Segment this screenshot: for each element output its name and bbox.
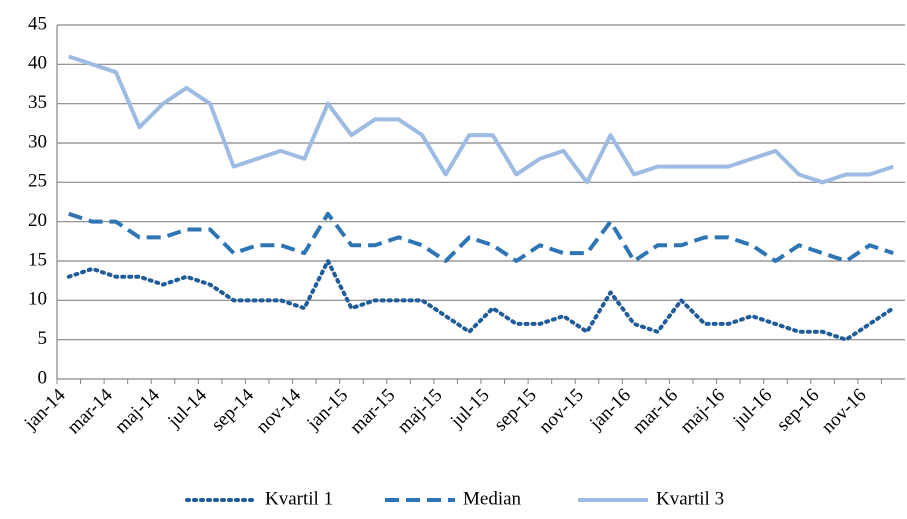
x-tick-label: jul-15 xyxy=(446,385,494,433)
x-tick-label: nov-15 xyxy=(535,385,588,438)
y-tick-label: 30 xyxy=(28,131,47,152)
x-tick-label: maj-15 xyxy=(394,385,447,438)
x-tick-label: jul-16 xyxy=(729,385,777,433)
x-tick-label: mar-14 xyxy=(63,384,117,438)
y-tick-label: 20 xyxy=(28,210,47,231)
series-line xyxy=(66,259,896,342)
x-tick-label: maj-16 xyxy=(676,385,729,438)
series-line xyxy=(68,211,894,263)
series-line xyxy=(68,54,894,185)
x-tick-label: maj-14 xyxy=(111,384,164,437)
y-tick-label: 0 xyxy=(38,367,48,388)
x-tick-label: jan-14 xyxy=(20,384,70,434)
legend-label: Kvartil 1 xyxy=(265,488,333,509)
x-tick-label: jul-14 xyxy=(163,384,211,432)
legend-label: Kvartil 3 xyxy=(656,488,724,509)
y-tick-label: 5 xyxy=(38,328,48,349)
x-tick-label: sep-14 xyxy=(207,384,258,435)
y-tick-label: 10 xyxy=(28,289,47,310)
x-tick-label: mar-16 xyxy=(629,385,682,438)
y-tick-label: 15 xyxy=(28,249,47,270)
x-tick-label: nov-16 xyxy=(818,385,871,438)
x-tick-label: sep-16 xyxy=(773,385,824,436)
x-tick-label: nov-14 xyxy=(252,384,305,437)
y-tick-label: 45 xyxy=(28,13,47,34)
y-tick-label: 25 xyxy=(28,171,47,192)
y-tick-label: 35 xyxy=(28,92,47,113)
x-tick-label: jan-16 xyxy=(585,385,635,435)
x-tick-label: jan-15 xyxy=(302,385,352,435)
legend-label: Median xyxy=(463,488,522,509)
y-tick-label: 40 xyxy=(28,53,47,74)
x-tick-label: mar-15 xyxy=(346,385,399,438)
x-tick-label: sep-15 xyxy=(490,385,541,436)
